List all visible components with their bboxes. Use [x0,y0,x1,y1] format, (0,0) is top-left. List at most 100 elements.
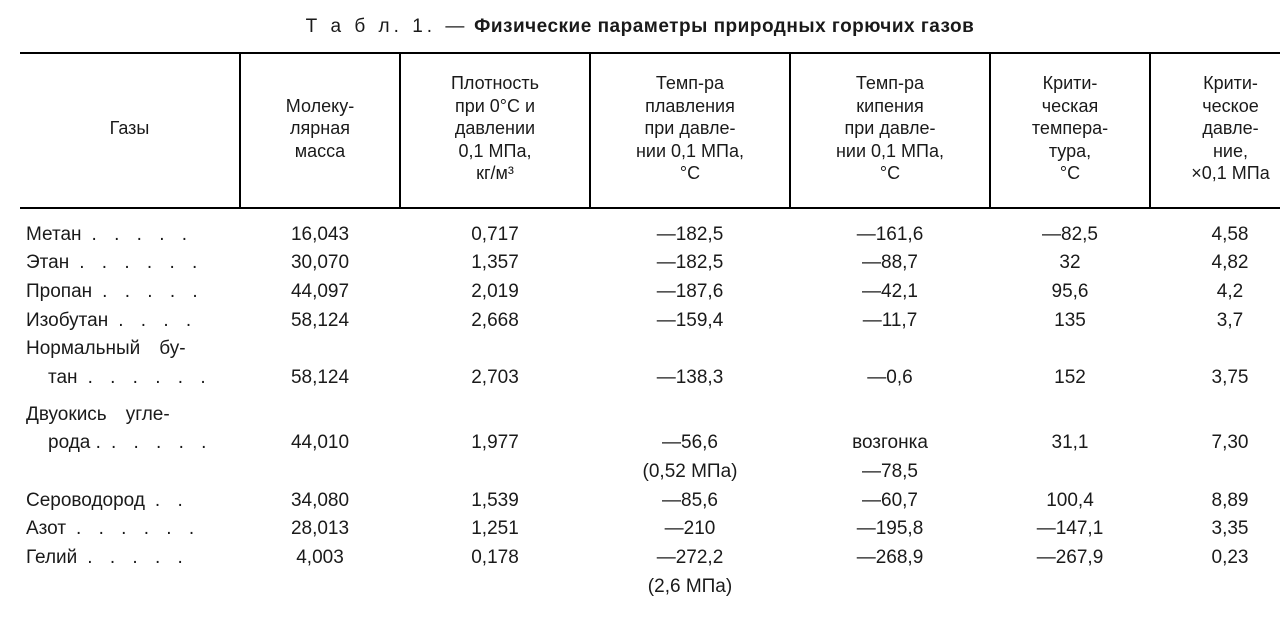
table-cell: 2,703 [400,364,590,393]
table-cell: 7,30 [1150,429,1280,458]
table-cell: —82,5 [990,208,1150,250]
table-cell: (0,52 МПа) [590,458,790,487]
table-row: Сероводород. .34,0801,539—85,6—60,7100,4… [20,487,1280,516]
table-row: Двуокись угле- [20,393,1280,430]
gas-params-table: ГазыМолеку-лярнаямассаПлотностьпри 0°С и… [20,52,1280,609]
gas-name: тан. . . . . . [20,364,240,393]
table-cell: 152 [990,364,1150,393]
table-cell: —267,9 [990,544,1150,573]
table-cell: 4,82 [1150,249,1280,278]
table-cell [790,335,990,364]
table-cell: 4,2 [1150,278,1280,307]
gas-name: Пропан. . . . . [20,278,240,307]
table-cell: 100,4 [990,487,1150,516]
table-cell: —56,6 [590,429,790,458]
gas-name: Изобутан. . . . [20,307,240,336]
table-cell: 95,6 [990,278,1150,307]
table-cell: —147,1 [990,515,1150,544]
table-cell [590,393,790,430]
table-cell: 1,251 [400,515,590,544]
table-row: Изобутан. . . .58,1242,668—159,4—11,7135… [20,307,1280,336]
gas-name [20,573,240,610]
table-row: Пропан. . . . .44,0972,019—187,6—42,195,… [20,278,1280,307]
table-cell: 3,35 [1150,515,1280,544]
table-row: Метан. . . . .16,0430,717—182,5—161,6—82… [20,208,1280,250]
table-cell: 30,070 [240,249,400,278]
table-row: Этан. . . . . .30,0701,357—182,5—88,7324… [20,249,1280,278]
table-cell: —42,1 [790,278,990,307]
gas-name: Азот. . . . . . [20,515,240,544]
table-cell [790,573,990,610]
table-cell: 135 [990,307,1150,336]
caption-prefix: Т а б л. 1. — [306,16,469,37]
table-cell: 32 [990,249,1150,278]
table-cell: —182,5 [590,249,790,278]
table-cell: —210 [590,515,790,544]
table-row: Нормальный бу- [20,335,1280,364]
table-cell: —11,7 [790,307,990,336]
gas-name: Сероводород. . [20,487,240,516]
table-cell [1150,335,1280,364]
table-cell [990,458,1150,487]
table-cell: 31,1 [990,429,1150,458]
table-cell: 0,23 [1150,544,1280,573]
table-row: рода .. . . . .44,0101,977—56,6возгонка3… [20,429,1280,458]
table-cell: 2,668 [400,307,590,336]
table-cell [990,335,1150,364]
table-cell: 34,080 [240,487,400,516]
table-cell: 1,539 [400,487,590,516]
table-cell: —85,6 [590,487,790,516]
table-cell: (2,6 МПа) [590,573,790,610]
table-cell: 1,357 [400,249,590,278]
table-cell: 0,717 [400,208,590,250]
table-cell: 1,977 [400,429,590,458]
gas-name: Нормальный бу- [20,335,240,364]
table-cell [240,458,400,487]
column-header: Крити-ческоедавле-ние,×0,1 МПа [1150,53,1280,208]
table-cell [240,393,400,430]
table-cell: —60,7 [790,487,990,516]
column-header: Газы [20,53,240,208]
table-cell: —0,6 [790,364,990,393]
table-caption: Т а б л. 1. — Физические параметры приро… [20,16,1260,38]
table-cell: 4,003 [240,544,400,573]
table-row: (0,52 МПа)—78,5 [20,458,1280,487]
table-cell: 58,124 [240,364,400,393]
table-cell [400,393,590,430]
gas-name: Этан. . . . . . [20,249,240,278]
table-cell: 4,58 [1150,208,1280,250]
table-cell [790,393,990,430]
table-cell [590,335,790,364]
table-cell: 0,178 [400,544,590,573]
table-cell: 3,7 [1150,307,1280,336]
table-cell: —161,6 [790,208,990,250]
table-cell [1150,458,1280,487]
table-cell [990,573,1150,610]
gas-name: Метан. . . . . [20,208,240,250]
column-header: Крити-ческаятемпера-тура,°С [990,53,1150,208]
table-cell: —187,6 [590,278,790,307]
table-cell: 16,043 [240,208,400,250]
table-cell: 28,013 [240,515,400,544]
column-header: Плотностьпри 0°С идавлении0,1 МПа,кг/м³ [400,53,590,208]
table-cell [400,573,590,610]
table-cell: —159,4 [590,307,790,336]
table-row: тан. . . . . .58,1242,703—138,3—0,61523,… [20,364,1280,393]
table-cell [1150,573,1280,610]
table-cell: возгонка [790,429,990,458]
table-cell: 2,019 [400,278,590,307]
table-cell [240,335,400,364]
caption-title: Физические параметры природных горючих г… [474,16,974,37]
table-cell: —88,7 [790,249,990,278]
table-cell [240,573,400,610]
table-cell [400,335,590,364]
table-cell: —195,8 [790,515,990,544]
table-cell: —182,5 [590,208,790,250]
table-cell: 3,75 [1150,364,1280,393]
table-cell: 44,010 [240,429,400,458]
table-header-row: ГазыМолеку-лярнаямассаПлотностьпри 0°С и… [20,53,1280,208]
gas-name: Двуокись угле- [20,393,240,430]
gas-name [20,458,240,487]
table-row: Азот. . . . . .28,0131,251—210—195,8—147… [20,515,1280,544]
table-cell: 58,124 [240,307,400,336]
